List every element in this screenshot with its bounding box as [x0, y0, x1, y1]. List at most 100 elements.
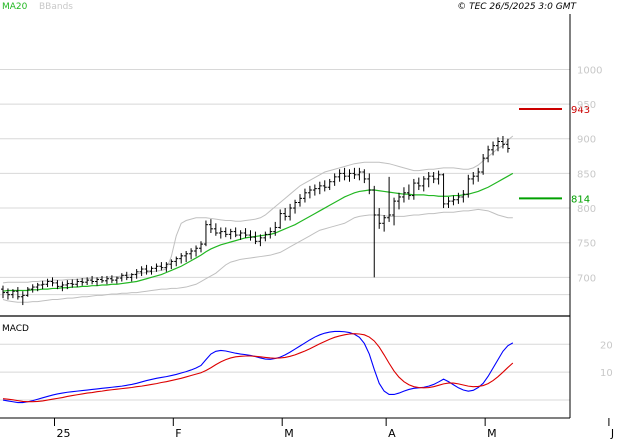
price-bar: [30, 284, 35, 293]
price-bar: [109, 275, 114, 283]
price-bar: [144, 264, 149, 275]
price-bar: [5, 288, 10, 300]
x-tick-label: A: [388, 427, 396, 440]
price-bar: [15, 287, 20, 300]
price-bar: [397, 192, 401, 210]
price-bar: [312, 184, 317, 196]
x-tick-label: 25: [57, 427, 71, 440]
x-tick-label: J: [610, 427, 614, 440]
price-bar: [100, 275, 104, 283]
price-bar: [456, 192, 461, 204]
resistance-level-label: 943: [571, 105, 590, 116]
price-bar: [293, 199, 298, 214]
price-bar: [208, 219, 213, 233]
price-bar: [446, 196, 451, 209]
price-bar: [194, 245, 199, 257]
price-bar: [60, 281, 65, 292]
price-bar: [95, 277, 100, 286]
price-bar: [124, 271, 129, 281]
price-bar: [164, 262, 169, 272]
price-bar: [288, 203, 293, 221]
price-bar: [243, 228, 248, 238]
price-bar: [90, 275, 95, 285]
price-bar: [134, 269, 139, 279]
price-bar: [139, 266, 144, 276]
price-bar: [307, 185, 312, 199]
price-bar: [1, 285, 5, 299]
price-bar: [377, 208, 382, 229]
x-tick-label: M: [487, 427, 497, 440]
price-bar: [85, 277, 90, 285]
price-bar: [337, 169, 342, 182]
price-bar: [80, 278, 85, 286]
price-bar: [75, 278, 80, 288]
price-bar: [441, 173, 446, 209]
price-bar: [387, 176, 392, 222]
price-bar: [322, 180, 327, 192]
price-bar: [218, 227, 223, 239]
price-bar: [40, 280, 45, 290]
macd-lines: [2, 330, 514, 404]
price-bar: [471, 172, 476, 185]
x-tick-label: M: [284, 427, 294, 440]
price-bar: [199, 241, 203, 253]
x-axis: 25 F M A M J: [54, 418, 614, 440]
copyright-text: © TEC 26/5/2025 3:0 GMT: [457, 2, 577, 12]
price-bar: [496, 137, 500, 152]
price-bar: [421, 176, 426, 192]
macd-tick-label: 10: [600, 368, 613, 379]
price-bar: [203, 220, 208, 247]
price-bar: [55, 280, 60, 290]
price-bar: [406, 184, 411, 200]
price-bar: [174, 256, 179, 267]
price-bar: [273, 221, 278, 236]
price-bar: [149, 266, 154, 275]
price-bar: [476, 167, 481, 182]
price-bar: [129, 273, 134, 282]
price-bar: [392, 197, 397, 226]
price-tick-label: 900: [577, 135, 596, 146]
price-bar: [50, 277, 55, 287]
price-bar: [283, 208, 288, 221]
price-bar: [119, 273, 124, 282]
price-bar: [268, 227, 273, 239]
macd-gridlines: [0, 343, 570, 401]
price-bar: [411, 178, 416, 200]
ma20-line: [2, 172, 514, 292]
support-level-label: 814: [571, 194, 590, 205]
price-bar: [278, 209, 283, 229]
bollinger-bands: [2, 135, 514, 303]
price-levels: 943 814: [519, 105, 590, 205]
price-bar: [382, 214, 387, 232]
x-tick-label: F: [175, 427, 181, 440]
price-bar: [184, 251, 189, 263]
price-bar: [451, 195, 456, 206]
price-bar: [223, 227, 228, 238]
signal-series-line: [2, 333, 514, 403]
price-bar: [461, 190, 466, 203]
price-bar: [500, 135, 505, 149]
bb-upper-line: [2, 135, 514, 284]
legend-bbands: BBands: [39, 2, 73, 12]
price-bar: [362, 169, 367, 184]
price-bar: [466, 174, 471, 198]
price-bar: [372, 185, 377, 278]
macd-series-line: [2, 330, 514, 404]
price-bar: [20, 291, 25, 306]
price-bar: [342, 167, 347, 181]
price-bar: [505, 138, 510, 153]
price-tick-label: 750: [577, 239, 596, 250]
price-bar: [179, 253, 184, 264]
price-bar: [25, 287, 30, 297]
price-bar: [486, 145, 491, 163]
price-bar: [10, 289, 15, 299]
price-bar: [159, 262, 164, 271]
price-bar: [238, 230, 243, 240]
price-y-ticks: 1000 950 900 850 800 750 700: [577, 65, 602, 284]
price-bar: [436, 170, 441, 185]
price-bar: [248, 230, 253, 241]
price-bar: [327, 178, 332, 191]
price-bar: [401, 187, 406, 203]
